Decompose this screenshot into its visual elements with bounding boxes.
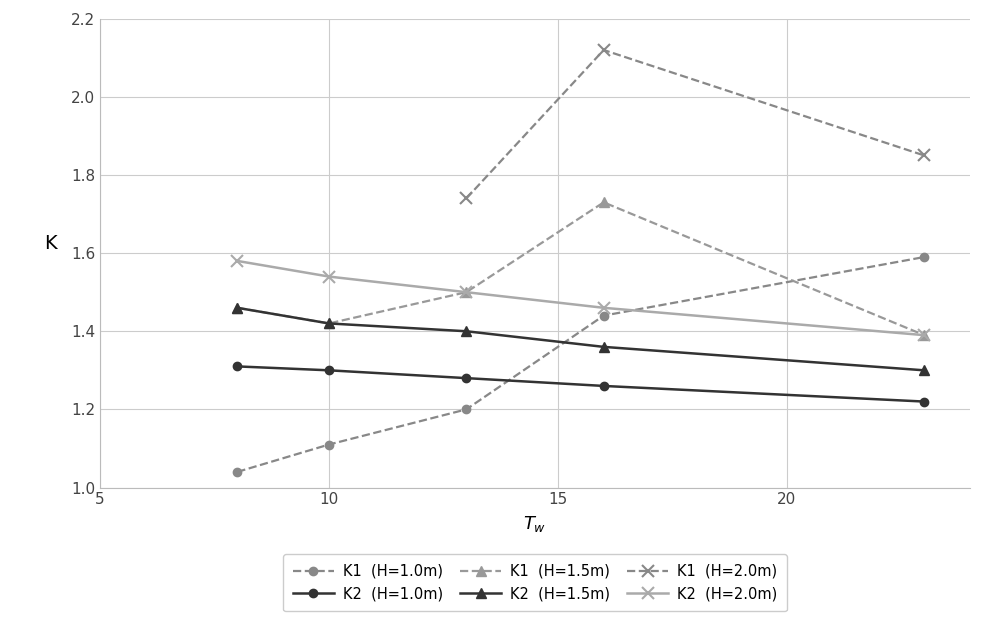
K2  (H=2.0m) xyxy=(598,304,610,312)
K2  (H=1.0m) xyxy=(323,366,335,374)
Line: K1  (H=1.0m): K1 (H=1.0m) xyxy=(233,253,928,476)
X-axis label: $T_w$: $T_w$ xyxy=(523,514,547,534)
K1  (H=1.5m) xyxy=(323,320,335,328)
K2  (H=1.5m) xyxy=(231,304,243,312)
K2  (H=1.5m) xyxy=(918,366,930,374)
Line: K1  (H=1.5m): K1 (H=1.5m) xyxy=(233,198,929,340)
K2  (H=2.0m) xyxy=(323,273,335,281)
Line: K2  (H=1.0m): K2 (H=1.0m) xyxy=(233,362,928,406)
Line: K2  (H=1.5m): K2 (H=1.5m) xyxy=(233,303,929,375)
K2  (H=1.5m) xyxy=(323,320,335,328)
K1  (H=1.5m) xyxy=(231,304,243,312)
K2  (H=1.0m) xyxy=(231,362,243,370)
K1  (H=2.0m) xyxy=(598,46,610,54)
K1  (H=1.0m) xyxy=(598,312,610,319)
K2  (H=2.0m) xyxy=(918,331,930,339)
Legend: K1  (H=1.0m), K2  (H=1.0m), K1  (H=1.5m), K2  (H=1.5m), K1  (H=2.0m), K2  (H=2.0: K1 (H=1.0m), K2 (H=1.0m), K1 (H=1.5m), K… xyxy=(283,554,787,611)
K1  (H=1.5m) xyxy=(918,331,930,339)
K2  (H=1.0m) xyxy=(460,374,472,382)
K2  (H=2.0m) xyxy=(460,289,472,296)
Line: K1  (H=2.0m): K1 (H=2.0m) xyxy=(460,44,930,205)
K1  (H=1.5m) xyxy=(460,289,472,296)
K2  (H=1.0m) xyxy=(918,398,930,406)
K1  (H=1.0m) xyxy=(918,253,930,261)
K1  (H=2.0m) xyxy=(918,152,930,159)
K1  (H=1.0m) xyxy=(231,468,243,476)
K1  (H=1.0m) xyxy=(460,406,472,413)
K2  (H=1.0m) xyxy=(598,382,610,390)
Line: K2  (H=2.0m): K2 (H=2.0m) xyxy=(231,255,930,341)
K2  (H=2.0m) xyxy=(231,258,243,265)
Y-axis label: K: K xyxy=(44,234,56,253)
K2  (H=1.5m) xyxy=(460,328,472,335)
K1  (H=2.0m) xyxy=(460,195,472,202)
K1  (H=1.0m) xyxy=(323,441,335,448)
K1  (H=1.5m) xyxy=(598,199,610,206)
K2  (H=1.5m) xyxy=(598,343,610,351)
